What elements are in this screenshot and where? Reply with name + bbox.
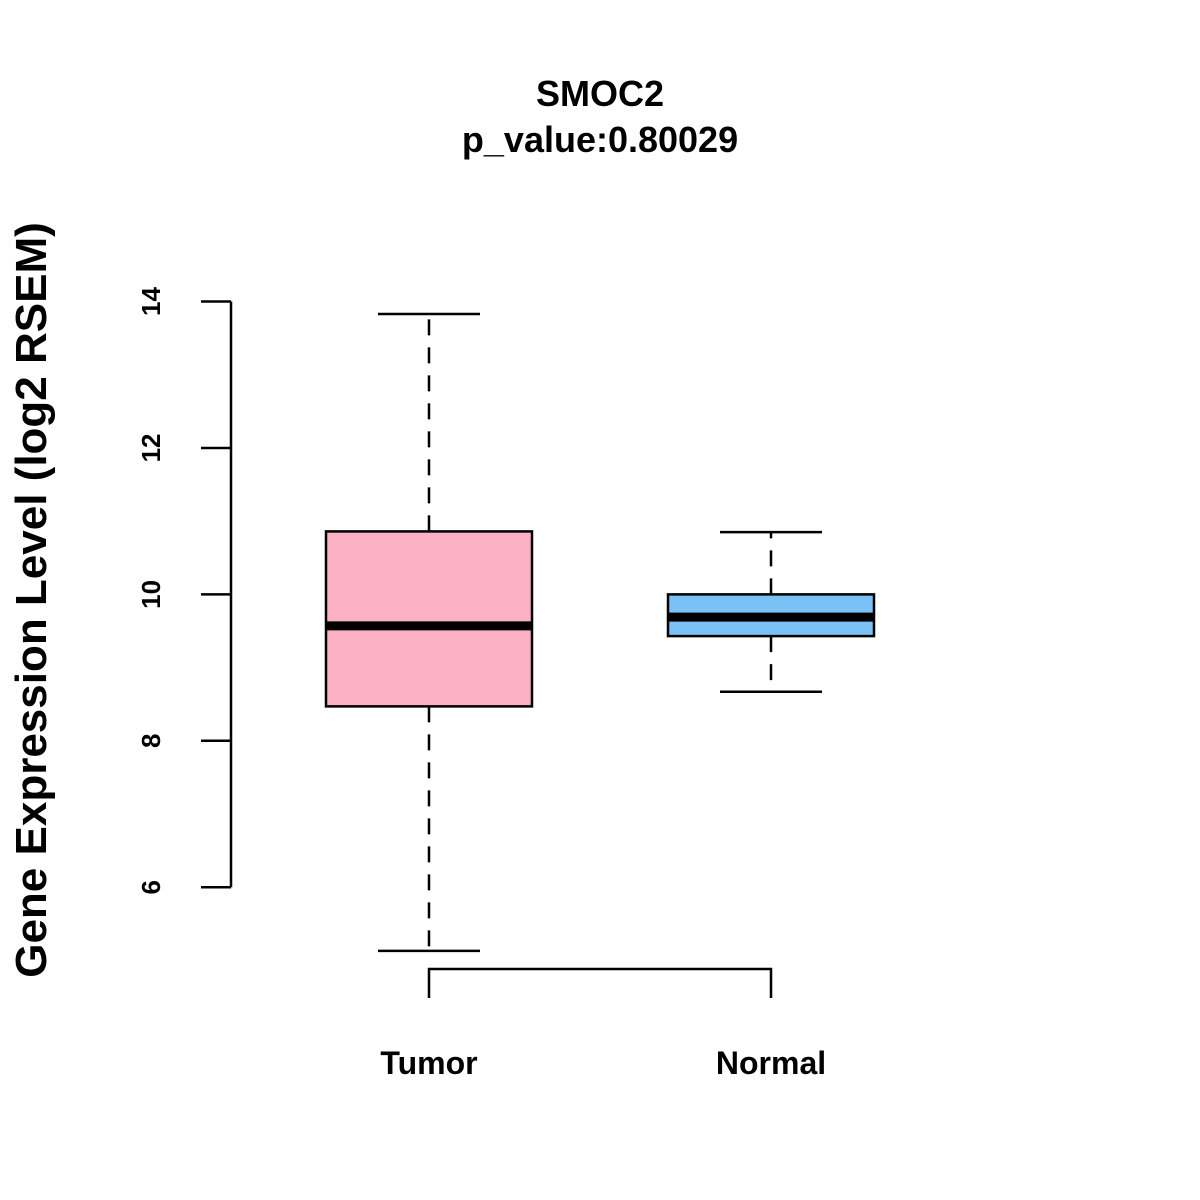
category-labels: Tumor Normal (380, 1045, 826, 1081)
box-tumor (324, 312, 534, 953)
y-tick-label: 6 (136, 880, 166, 894)
category-label-tumor: Tumor (380, 1045, 477, 1081)
box-normal (666, 530, 876, 693)
y-axis: 6 8 10 12 14 (136, 287, 233, 894)
boxes-group (324, 312, 876, 953)
y-axis-label: Gene Expression Level (log2 RSEM) (7, 222, 56, 978)
bracket-path (427, 967, 773, 998)
box-iqr (324, 530, 534, 708)
category-label-normal: Normal (716, 1045, 826, 1081)
chart-title: SMOC2 (536, 73, 664, 114)
chart-subtitle: p_value:0.80029 (462, 119, 738, 160)
y-tick-label: 12 (136, 434, 166, 463)
y-tick-label: 10 (136, 580, 166, 609)
y-tick-label: 14 (136, 287, 166, 316)
comparison-bracket (427, 967, 773, 998)
y-tick-label: 8 (136, 734, 166, 748)
